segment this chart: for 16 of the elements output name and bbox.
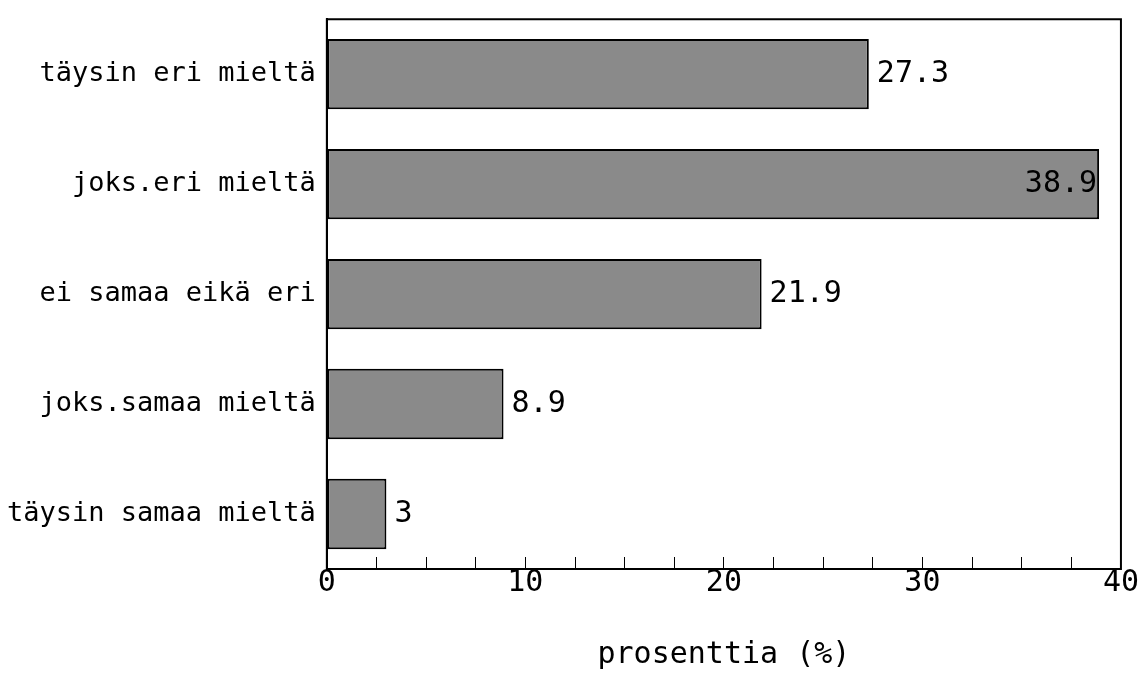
x-tick-label: 0	[317, 562, 336, 598]
x-tick-label: 10	[507, 562, 544, 598]
y-tick-label: ei samaa eikä eri	[39, 276, 316, 308]
x-tick-label: 40	[1102, 562, 1139, 598]
data-label: 8.9	[511, 383, 566, 419]
data-label: 21.9	[769, 273, 842, 309]
data-label: 27.3	[876, 53, 950, 89]
y-tick-label: joks.eri mieltä	[72, 166, 316, 198]
y-tick-label: täysin eri mieltä	[39, 56, 316, 88]
data-label: 38.9	[1024, 163, 1098, 199]
y-tick-label: täysin samaa mieltä	[6, 496, 316, 528]
x-axis-title: prosenttia (%)	[597, 634, 851, 670]
data-label: 3	[394, 493, 413, 529]
x-tick-label: 20	[705, 562, 742, 598]
y-tick-label: joks.samaa mieltä	[39, 386, 316, 418]
x-tick-label: 30	[904, 562, 941, 598]
